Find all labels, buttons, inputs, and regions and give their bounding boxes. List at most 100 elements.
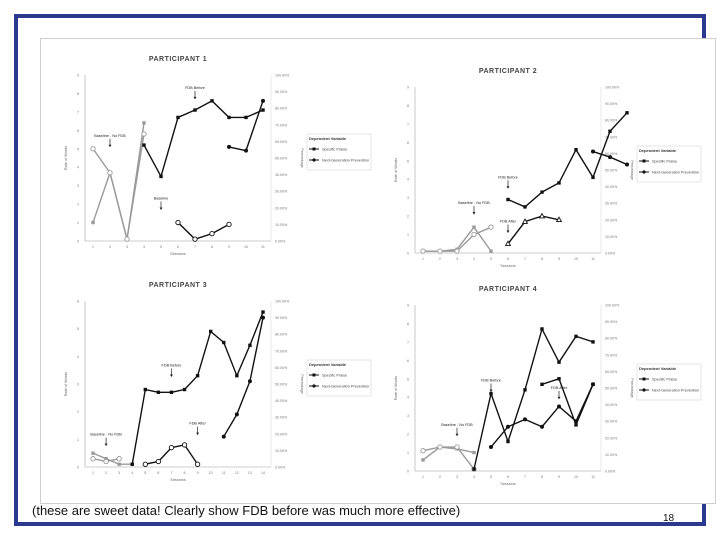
legend-item-label: Specific Praise bbox=[652, 159, 677, 163]
data-point bbox=[557, 360, 561, 364]
data-point bbox=[168, 444, 175, 451]
data-point bbox=[454, 248, 460, 254]
data-point bbox=[117, 462, 121, 466]
y-tick-label: 9 bbox=[407, 304, 409, 308]
data-point bbox=[244, 148, 248, 153]
data-point bbox=[608, 155, 612, 160]
annotation-arrowhead bbox=[169, 374, 173, 377]
x-tick-label: 2 bbox=[439, 475, 441, 479]
data-point bbox=[591, 149, 595, 154]
y2-axis-label: Percentage bbox=[630, 378, 634, 397]
data-point bbox=[591, 382, 595, 387]
x-tick-label: 7 bbox=[194, 245, 196, 249]
data-point bbox=[489, 249, 493, 253]
y2-axis-label: Percentage bbox=[630, 160, 634, 179]
legend-box bbox=[306, 359, 372, 397]
x-tick-label: 10 bbox=[209, 471, 213, 475]
annotation-arrowhead bbox=[108, 144, 112, 148]
chart-title: PARTICIPANT 1 bbox=[149, 56, 207, 63]
data-point bbox=[235, 374, 239, 378]
data-point bbox=[523, 388, 527, 392]
x-tick-label: 5 bbox=[490, 257, 492, 261]
chart-participant-3: PARTICIPANT 3 0 1 2 3 4 5 6 0.00% 10.00% 20.00% 30.… bbox=[49, 271, 379, 497]
x-tick-label: 11 bbox=[261, 245, 265, 249]
x-tick-label: 8 bbox=[541, 475, 543, 479]
data-point bbox=[574, 423, 578, 427]
y-tick-label: 6 bbox=[407, 359, 409, 363]
y2-tick-label: 0.00% bbox=[275, 240, 286, 244]
y2-tick-label: 60.00% bbox=[605, 152, 618, 156]
y2-tick-label: 70.00% bbox=[275, 349, 288, 353]
legend-marker bbox=[642, 159, 646, 163]
y2-tick-label: 10.00% bbox=[605, 235, 618, 239]
chart-participant-2: PARTICIPANT 2 0 1 2 3 4 5 6 7 8 9 0.00% 10.00% 20.00%… bbox=[379, 57, 709, 283]
legend-marker bbox=[642, 377, 646, 381]
data-point bbox=[591, 175, 595, 180]
series-line bbox=[143, 99, 264, 179]
data-point bbox=[437, 444, 443, 450]
data-point bbox=[454, 444, 460, 450]
y-tick-label: 4 bbox=[77, 166, 79, 170]
data-point bbox=[421, 458, 425, 462]
data-point bbox=[175, 219, 181, 226]
annotation-label: Baseline bbox=[154, 196, 169, 200]
data-point bbox=[193, 108, 197, 112]
data-point bbox=[506, 424, 510, 429]
y2-tick-label: 60.00% bbox=[275, 366, 288, 370]
y2-tick-label: 10.00% bbox=[275, 223, 288, 227]
x-tick-label: 9 bbox=[228, 245, 230, 249]
y2-tick-label: 0.00% bbox=[275, 466, 286, 470]
x-tick-label: 2 bbox=[109, 245, 111, 249]
data-point bbox=[247, 379, 252, 384]
y-axis-label: Rate of Words bbox=[64, 146, 68, 170]
series-line bbox=[422, 446, 475, 461]
series-line bbox=[423, 225, 492, 252]
legend-item-label: Specific Praise bbox=[652, 377, 677, 381]
series-line bbox=[507, 215, 560, 245]
y2-tick-label: 10.00% bbox=[275, 449, 288, 453]
legend-box bbox=[636, 145, 702, 183]
annotation-arrowhead bbox=[196, 432, 200, 436]
x-tick-label: 13 bbox=[248, 471, 252, 475]
y2-tick-label: 20.00% bbox=[605, 218, 618, 222]
y-axis-label: Rate of Words bbox=[394, 376, 398, 400]
x-tick-label: 2 bbox=[105, 471, 107, 475]
data-point bbox=[574, 334, 578, 339]
y-tick-label: 3 bbox=[77, 184, 79, 188]
x-tick-label: 5 bbox=[160, 245, 162, 249]
data-point bbox=[437, 248, 443, 254]
data-point bbox=[471, 231, 477, 238]
annotation-arrowhead bbox=[193, 96, 197, 100]
y2-axis-label: Percentage bbox=[300, 374, 304, 393]
data-point bbox=[557, 181, 561, 185]
y-tick-label: 5 bbox=[407, 377, 409, 381]
x-tick-label: 10 bbox=[574, 257, 578, 261]
series-line bbox=[473, 327, 594, 470]
data-point bbox=[489, 445, 493, 450]
annotation-label: FDB After bbox=[500, 220, 517, 224]
y-tick-label: 7 bbox=[407, 122, 409, 126]
x-tick-label: 6 bbox=[507, 257, 509, 261]
y-tick-label: 4 bbox=[407, 396, 409, 400]
figure-area: PARTICIPANT 1 0 1 2 3 4 5 6 7 8 9 0.00% 10.00% 20.00%… bbox=[40, 38, 716, 504]
data-point bbox=[182, 387, 187, 392]
y2-tick-label: 30.00% bbox=[275, 416, 288, 420]
series-line bbox=[422, 446, 475, 470]
x-tick-label: 11 bbox=[222, 471, 226, 475]
series-line bbox=[423, 226, 492, 252]
x-tick-label: 9 bbox=[558, 257, 560, 261]
data-point bbox=[504, 240, 512, 247]
y2-tick-label: 10.00% bbox=[605, 453, 618, 457]
annotation-label: Baseline - No FDB bbox=[94, 134, 126, 138]
y-axis-label: Rate of Words bbox=[394, 158, 398, 182]
data-point bbox=[488, 224, 494, 230]
data-point bbox=[420, 448, 426, 454]
x-axis-label: Sessions bbox=[170, 478, 186, 482]
data-point bbox=[227, 115, 231, 120]
annotation-arrowhead bbox=[557, 396, 561, 400]
data-point bbox=[90, 146, 96, 152]
data-point bbox=[130, 462, 134, 466]
series-line bbox=[507, 112, 628, 208]
x-tick-label: 8 bbox=[184, 471, 186, 475]
data-point bbox=[506, 439, 510, 444]
